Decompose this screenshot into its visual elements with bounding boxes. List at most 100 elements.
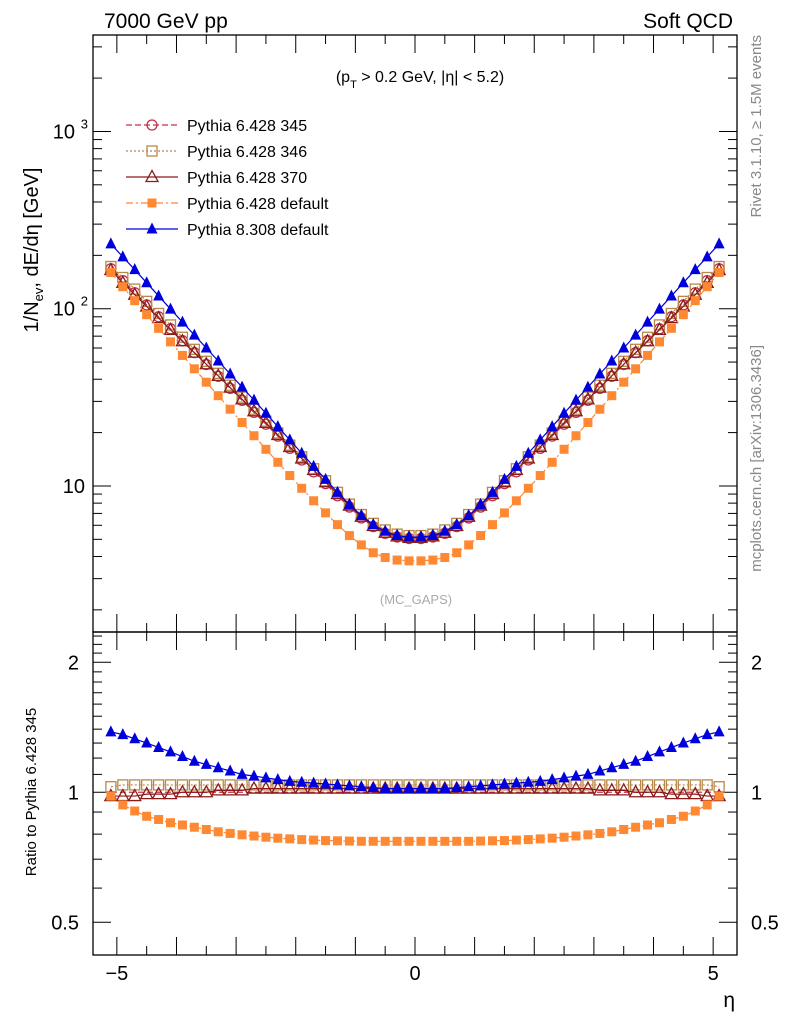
data-point <box>464 836 474 846</box>
data-point <box>234 782 250 796</box>
data-point <box>130 296 140 306</box>
data-point <box>105 725 117 737</box>
main-y-axis: 10 10 2 10 3 <box>53 46 737 611</box>
legend-label: Pythia 6.428 345 <box>187 118 307 135</box>
data-point <box>331 485 343 497</box>
x-tick-label: 0 <box>409 963 420 985</box>
data-point <box>261 444 271 454</box>
data-point <box>664 310 679 324</box>
data-point <box>616 356 631 370</box>
data-point <box>118 800 128 810</box>
data-point <box>187 344 202 358</box>
data-point <box>522 775 534 787</box>
data-point <box>427 529 439 541</box>
data-point <box>211 782 226 796</box>
data-point <box>713 725 725 737</box>
data-point <box>297 835 307 845</box>
data-point <box>272 773 284 785</box>
data-point <box>654 818 664 828</box>
data-point <box>282 780 297 794</box>
data-point <box>211 367 226 381</box>
data-point <box>176 779 189 791</box>
data-point <box>498 472 510 484</box>
data-point <box>666 323 676 333</box>
data-point <box>619 377 629 387</box>
data-point <box>498 777 510 789</box>
data-point <box>678 811 688 821</box>
data-point <box>166 818 176 828</box>
data-point <box>331 778 343 790</box>
data-point <box>568 780 584 794</box>
data-point <box>535 471 545 481</box>
data-point <box>452 836 462 846</box>
data-point <box>175 333 190 347</box>
data-point <box>689 779 701 791</box>
data-point <box>153 740 165 752</box>
legend-marker <box>147 198 157 208</box>
data-point <box>475 779 487 791</box>
data-point <box>249 431 259 441</box>
data-point <box>428 836 438 846</box>
series-line <box>110 731 720 790</box>
data-point <box>607 391 617 401</box>
data-point <box>127 788 142 802</box>
data-point <box>488 836 498 846</box>
data-point <box>152 779 165 791</box>
data-point <box>309 835 319 845</box>
data-point <box>189 364 199 374</box>
series-line <box>110 269 720 539</box>
data-point <box>629 779 642 791</box>
legend: Pythia 6.428 345 Pythia 6.428 346 Pythia 6… <box>126 118 329 239</box>
y-tick-label: 1 <box>68 782 79 804</box>
data-point <box>294 780 309 794</box>
data-point <box>177 350 187 360</box>
ratio-y-label: Ratio to Pythia 6.428 345 <box>23 708 40 876</box>
x-tick-label: −5 <box>105 963 128 985</box>
data-point <box>415 530 427 542</box>
data-point <box>571 831 581 841</box>
data-point <box>380 836 390 846</box>
legend-marker <box>146 145 158 157</box>
data-point <box>640 333 655 347</box>
data-point <box>332 836 342 846</box>
legend-marker <box>146 119 158 131</box>
data-point <box>270 427 285 441</box>
data-point <box>559 444 569 454</box>
data-point <box>115 788 130 802</box>
data-point <box>154 323 164 333</box>
data-point <box>141 779 153 791</box>
data-point <box>702 800 712 810</box>
data-point <box>379 524 391 536</box>
data-point <box>440 836 450 846</box>
data-point <box>604 782 619 796</box>
data-point <box>404 556 414 566</box>
data-point <box>223 782 238 796</box>
data-point <box>499 508 509 518</box>
data-point <box>546 420 558 432</box>
data-point <box>628 784 643 798</box>
data-point <box>139 786 154 800</box>
data-point <box>713 237 725 249</box>
data-point <box>284 774 296 786</box>
data-point <box>355 509 367 521</box>
data-point <box>165 302 177 314</box>
legend-label: Pythia 6.428 370 <box>187 170 307 187</box>
data-point <box>595 828 605 838</box>
legend-label: Pythia 6.428 default <box>187 196 329 213</box>
data-point <box>618 757 630 769</box>
data-point <box>391 529 403 541</box>
data-point <box>200 757 212 769</box>
data-point <box>533 439 548 453</box>
data-point <box>689 263 701 275</box>
data-point <box>201 377 211 387</box>
data-point <box>258 414 274 428</box>
data-point <box>151 310 166 324</box>
data-point <box>545 780 560 794</box>
y-tick-label: 10 <box>53 299 75 321</box>
legend-marker <box>146 222 158 234</box>
data-point <box>643 820 653 830</box>
data-point <box>282 439 297 453</box>
data-point <box>297 483 307 493</box>
data-point <box>511 835 521 845</box>
